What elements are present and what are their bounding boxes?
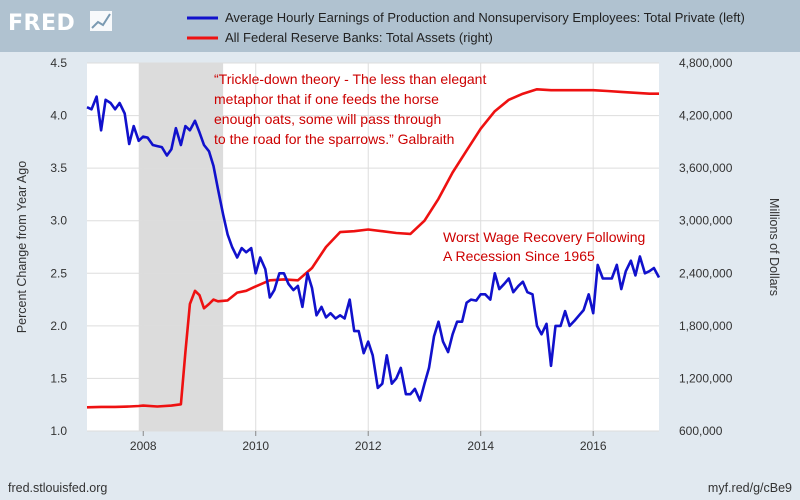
x-axis-ticks: 2008 2010 2012 2014 2016	[130, 431, 607, 453]
left-tick-label: 2.0	[50, 319, 67, 333]
recession-shading	[138, 63, 224, 431]
right-tick-label: 2,400,000	[679, 266, 733, 280]
legend-label-earnings: Average Hourly Earnings of Production an…	[225, 10, 745, 25]
annotation-line: “Trickle-down theory - The less than ele…	[214, 71, 486, 87]
annotation-wage-recovery: Worst Wage Recovery Following A Recessio…	[443, 229, 645, 264]
annotation-line: to the road for the sparrows.” Galbraith	[214, 131, 454, 147]
annotation-line: metaphor that if one feeds the horse	[214, 91, 439, 107]
line-chart-icon	[90, 11, 112, 31]
left-tick-label: 4.0	[50, 109, 67, 123]
fred-logo[interactable]: FRED	[8, 11, 112, 36]
right-axis-title: Millions of Dollars	[767, 198, 781, 296]
left-axis-ticks: 1.0 1.5 2.0 2.5 3.0 3.5 4.0 4.5	[50, 56, 67, 438]
left-tick-label: 1.5	[50, 371, 67, 385]
left-tick-label: 3.0	[50, 214, 67, 228]
x-tick-label: 2010	[242, 439, 269, 453]
right-tick-label: 3,600,000	[679, 161, 733, 175]
right-tick-label: 1,800,000	[679, 319, 733, 333]
left-axis-title: Percent Change from Year Ago	[15, 161, 29, 333]
left-tick-label: 3.5	[50, 161, 67, 175]
annotation-line: enough oats, some will pass through	[214, 111, 441, 127]
left-tick-label: 2.5	[50, 266, 67, 280]
x-tick-label: 2012	[355, 439, 382, 453]
legend-label-assets: All Federal Reserve Banks: Total Assets …	[225, 30, 493, 45]
left-tick-label: 4.5	[50, 56, 67, 70]
series-line-total-assets	[86, 88, 659, 409]
annotation-galbraith-quote: “Trickle-down theory - The less than ele…	[214, 71, 486, 147]
header-bar	[0, 0, 800, 52]
x-tick-label: 2014	[467, 439, 494, 453]
right-tick-label: 4,800,000	[679, 56, 733, 70]
annotation-line: Worst Wage Recovery Following	[443, 229, 645, 245]
annotation-line: A Recession Since 1965	[443, 248, 595, 264]
right-tick-label: 1,200,000	[679, 371, 733, 385]
right-tick-label: 4,200,000	[679, 109, 733, 123]
x-tick-label: 2016	[580, 439, 607, 453]
short-link[interactable]: myf.red/g/cBe9	[708, 481, 792, 495]
left-tick-label: 1.0	[50, 424, 67, 438]
legend: Average Hourly Earnings of Production an…	[187, 10, 745, 45]
source-link[interactable]: fred.stlouisfed.org	[8, 481, 107, 495]
right-tick-label: 3,000,000	[679, 214, 733, 228]
x-tick-label: 2008	[130, 439, 157, 453]
right-axis-ticks: 600,000 1,200,000 1,800,000 2,400,000 3,000,…	[679, 56, 733, 438]
right-tick-label: 600,000	[679, 424, 723, 438]
series-line-hourly-earnings	[86, 95, 661, 402]
logo-text: FRED	[8, 11, 75, 36]
